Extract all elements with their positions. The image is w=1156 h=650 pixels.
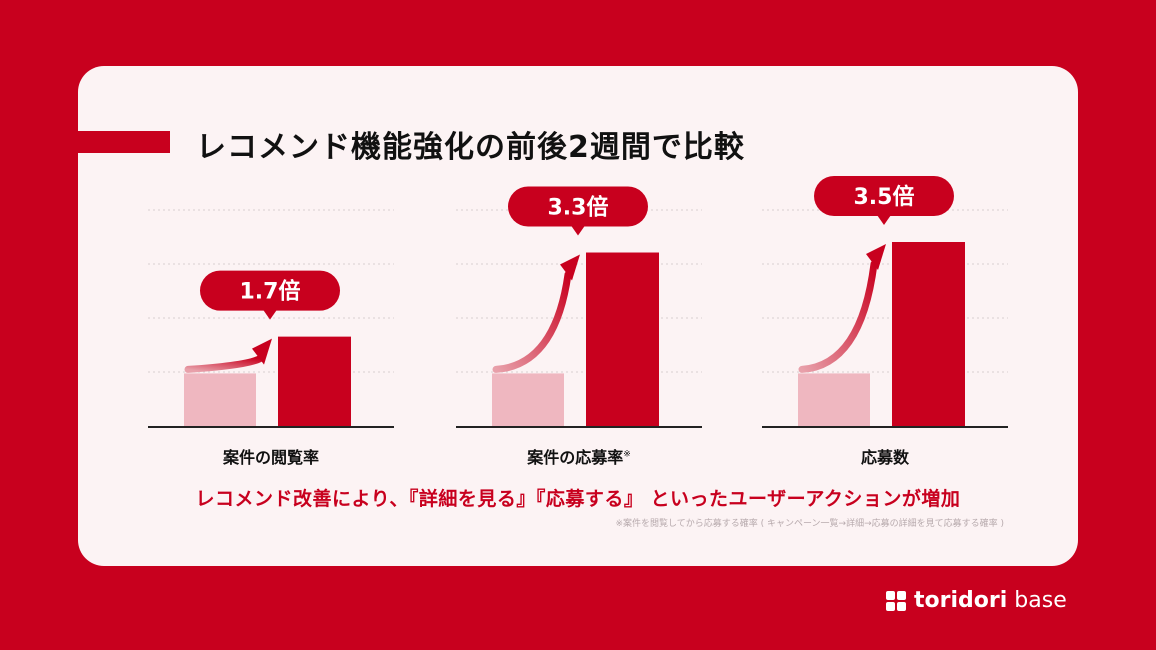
bar-before [798,373,870,426]
category-label-view-rate: 案件の閲覧率 [148,444,394,468]
category-label-text: 応募数 [860,448,909,467]
category-label-text: 案件の応募率 [527,448,624,467]
brand-name: toridori base [914,588,1067,613]
multiplier-label: 3.3倍 [548,195,609,221]
bar-after [892,242,965,426]
chart-application-count: 3.5倍 [762,170,1008,440]
growth-arrow [798,260,878,373]
footnote-mark: ※ [623,449,631,460]
growth-arrow [492,271,572,373]
multiplier-label: 3.5倍 [854,184,915,210]
multiplier-bubble [200,270,340,311]
bar-chart-svg: 1.7倍 [148,209,394,428]
bar-after [586,252,659,426]
bar-chart-svg: 3.3倍 [456,186,702,428]
bar-before [492,373,564,426]
multiplier-bubble [814,176,954,216]
growth-arrow-head [252,338,272,365]
logo-icon [886,590,906,611]
bar-chart-svg: 3.5倍 [762,176,1008,428]
bar-before [184,373,256,426]
chart-view-rate: 1.7倍 [148,170,394,440]
growth-arrow [184,355,264,373]
brand-name-bold: toridori [914,588,1008,613]
summary-caption: レコメンド改善により、『詳細を見る』『応募する』 といったユーザーアクションが増… [195,488,961,510]
category-label-application-count: 応募数 [762,444,1008,468]
category-label-application-rate: 案件の応募率※ [456,444,702,468]
bar-after [278,336,351,426]
title-accent-bar [78,131,170,153]
multiplier-bubble [508,186,648,227]
chart-application-rate: 3.3倍 [456,170,702,440]
growth-arrow-head [866,244,886,270]
multiplier-bubble-tail [571,225,585,236]
footnote: ※案件を閲覧してから応募する確率 ( キャンペーン一覧→詳細→応募の詳細を見て応… [615,519,1004,529]
multiplier-bubble-tail [877,215,891,225]
growth-arrow-head [560,254,580,281]
category-label-text: 案件の閲覧率 [222,448,319,467]
brand-name-light: base [1014,588,1067,613]
page-title: レコメンド機能強化の前後2週間で比較 [196,130,745,165]
multiplier-bubble-tail [263,309,277,320]
multiplier-label: 1.7倍 [240,279,301,305]
brand-logo: toridori base [886,588,1067,613]
